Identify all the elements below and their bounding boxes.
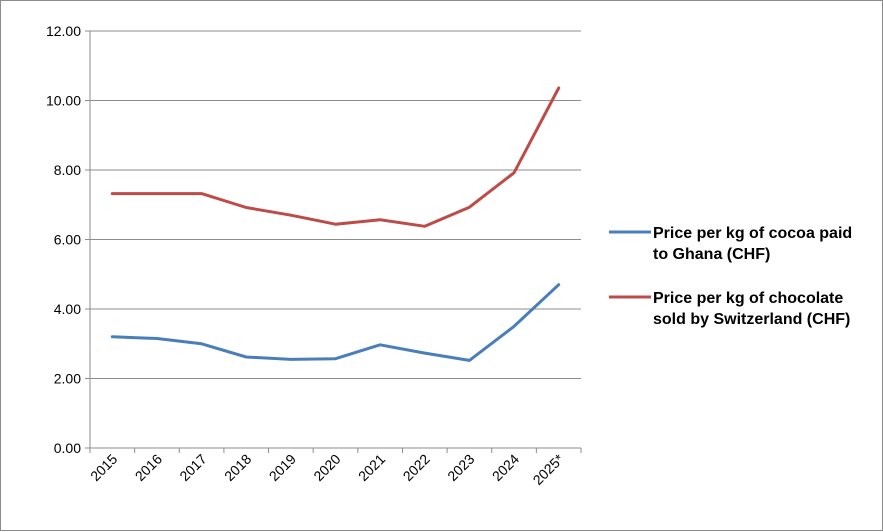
legend-label: Price per kg of chocolate <box>653 290 843 307</box>
legend: Price per kg of cocoa paid to Ghana (CHF)… <box>609 225 852 328</box>
x-tick-label: 2021 <box>355 451 388 484</box>
x-tick-label: 2017 <box>176 451 209 484</box>
x-tick-labels: 2015 2016 2017 2018 2019 2020 2021 2022 2023 2024… <box>87 450 567 488</box>
x-tick-label: 2016 <box>132 451 165 484</box>
grid-lines <box>90 30 581 379</box>
x-tick-label: 2024 <box>489 451 522 484</box>
x-tick-label: 2015 <box>87 451 120 484</box>
y-tick-label: 8.00 <box>54 162 81 178</box>
x-tick-label: 2020 <box>310 451 343 484</box>
legend-label: sold by Switzerland (CHF) <box>653 311 850 328</box>
x-tick-label: 2025* <box>530 450 568 488</box>
axes <box>85 30 582 453</box>
x-tick-label: 2018 <box>221 451 254 484</box>
x-tick-label: 2019 <box>266 451 299 484</box>
y-tick-label: 6.00 <box>54 232 81 248</box>
series-line-1 <box>110 283 561 362</box>
y-tick-label: 2.00 <box>54 371 81 387</box>
legend-label: to Ghana (CHF) <box>653 246 770 263</box>
y-tick-label: 0.00 <box>54 440 81 456</box>
series-lines <box>110 86 561 362</box>
y-tick-label: 12.00 <box>46 23 81 39</box>
legend-label: Price per kg of cocoa paid <box>653 225 852 242</box>
x-tick-label: 2023 <box>444 451 477 484</box>
series-line-2 <box>110 86 561 228</box>
y-tick-label: 4.00 <box>54 301 81 317</box>
y-tick-labels: 0.00 2.00 4.00 6.00 8.00 10.00 12.00 <box>46 23 81 456</box>
y-tick-label: 10.00 <box>46 93 81 109</box>
x-tick-label: 2022 <box>400 451 433 484</box>
